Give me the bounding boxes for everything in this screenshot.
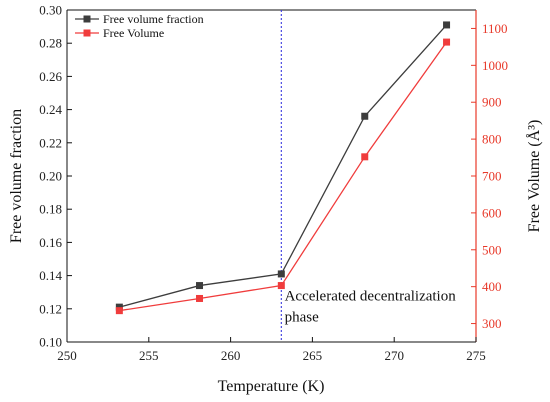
left-tick-label: 0.30 [39, 3, 62, 18]
left-tick-label: 0.12 [39, 301, 62, 316]
left-tick-label: 0.20 [39, 169, 62, 184]
series-layer [115, 21, 451, 315]
free-volume-fraction-line [119, 24, 448, 308]
legend-free-volume-label: Free Volume [103, 26, 164, 40]
left-tick-label: 0.24 [39, 102, 62, 117]
x-tick-label: 255 [139, 348, 159, 363]
left-tick-label: 0.22 [39, 135, 62, 150]
free-volume-point [361, 153, 369, 161]
x-axis-ticks: 250 255 260 265 270 275 [57, 337, 486, 363]
legend-free-volume-fraction-label: Free volume fraction [103, 12, 204, 26]
right-tick-label: 1000 [482, 58, 508, 73]
free-volume-point [115, 307, 123, 315]
left-tick-label: 0.16 [39, 235, 62, 250]
legend-free-volume-marker [83, 29, 91, 37]
free-volume-fraction-point [443, 21, 451, 29]
x-axis-title: Temperature (K) [218, 378, 325, 395]
free-volume-fraction-point [361, 112, 369, 120]
annotation-line-2: phase [285, 310, 319, 326]
free-volume-fraction-point [196, 282, 204, 290]
left-tick-label: 0.26 [39, 69, 62, 84]
right-tick-label: 800 [482, 132, 502, 147]
free-volume-fraction-point [277, 270, 285, 278]
free-volume-point [196, 294, 204, 302]
right-tick-label: 1100 [482, 21, 508, 36]
annotation-line-1: Accelerated decentralization [285, 289, 457, 305]
left-tick-label: 0.10 [39, 335, 62, 350]
free-volume-point [443, 38, 451, 46]
right-tick-label: 600 [482, 205, 502, 220]
right-tick-label: 700 [482, 169, 502, 184]
left-axis-ticks: 0.10 0.12 0.14 0.16 0.18 0.20 0.22 0.24 0.26 0.28… [39, 3, 72, 350]
free-volume-fraction-point [115, 303, 123, 311]
x-tick-label: 260 [221, 348, 241, 363]
right-tick-label: 900 [482, 95, 502, 110]
right-axis-title: Free Volume (Å³) [525, 120, 543, 233]
x-tick-label: 265 [303, 348, 323, 363]
left-tick-label: 0.28 [39, 36, 62, 51]
x-tick-label: 270 [384, 348, 404, 363]
left-axis-title: Free volume fraction [8, 109, 25, 243]
left-tick-label: 0.14 [39, 268, 62, 283]
free-volume-point [277, 282, 285, 290]
right-tick-label: 300 [482, 316, 502, 331]
x-tick-label: 275 [466, 348, 486, 363]
x-tick-label: 250 [57, 348, 77, 363]
right-tick-label: 400 [482, 279, 502, 294]
right-axis-ticks: 300 400 500 600 700 800 900 1000 1100 [471, 21, 508, 331]
left-tick-label: 0.18 [39, 202, 62, 217]
right-tick-label: 500 [482, 242, 502, 257]
legend-free-volume-fraction-marker [83, 15, 91, 23]
